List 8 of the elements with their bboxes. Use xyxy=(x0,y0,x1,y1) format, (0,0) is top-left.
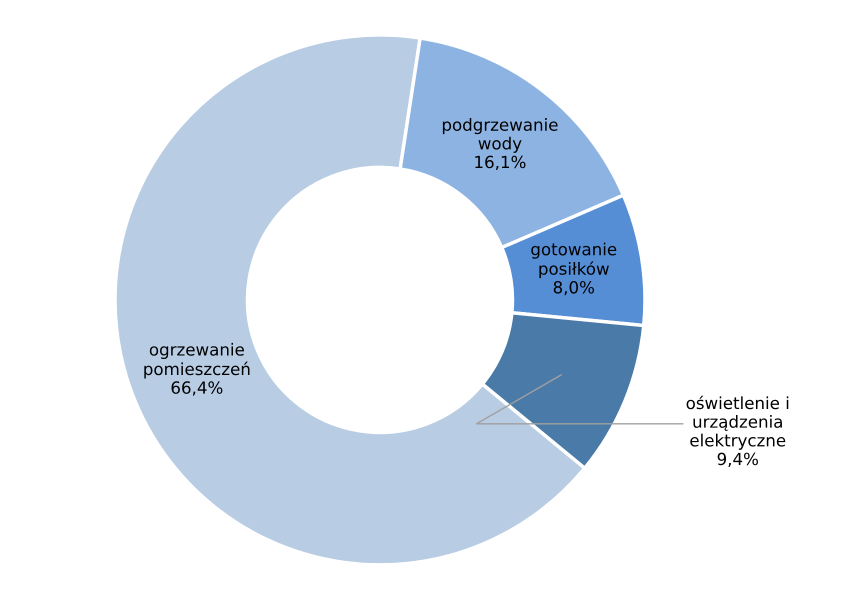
slice-label: ogrzewanie pomieszczeń xyxy=(144,342,250,378)
data-label: 66,4% xyxy=(172,381,222,396)
slice-label: podgrzewanie wody xyxy=(442,118,558,153)
data-label: 8,0% xyxy=(554,280,594,296)
slice-label: oświetlenie i urządzenia elektryczne xyxy=(686,396,788,450)
slice-label: gotowanie posiłków xyxy=(531,242,616,278)
data-label: 9,4% xyxy=(718,452,758,467)
data-label: 16,1% xyxy=(475,156,526,170)
